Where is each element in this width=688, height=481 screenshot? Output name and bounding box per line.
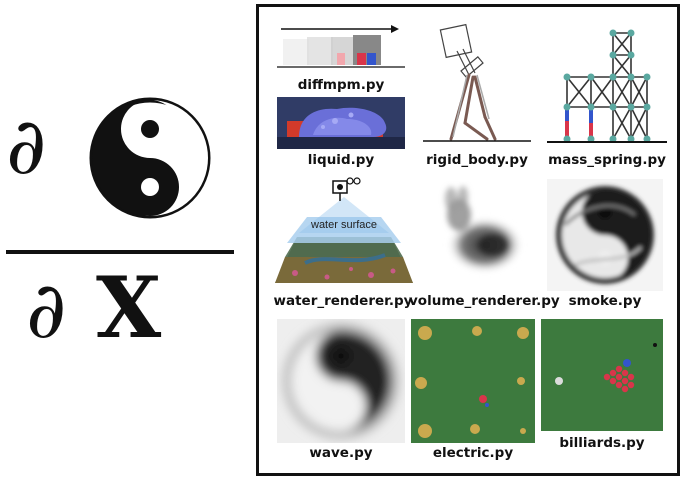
formula: ∂ ∂ X	[0, 0, 250, 481]
liquid-thumbnail	[277, 97, 405, 149]
wave-label: wave.py	[309, 445, 373, 461]
mass-spring-label: mass_spring.py	[548, 152, 666, 168]
water-renderer-label: water_renderer.py	[273, 293, 413, 309]
numerator-partial: ∂	[6, 102, 47, 192]
smoke-thumbnail	[547, 179, 663, 291]
rigid-body-label: rigid_body.py	[426, 152, 528, 168]
billiards-label: billiards.py	[559, 435, 645, 451]
mass-spring-thumbnail	[547, 23, 667, 149]
diffmpm-label: diffmpm.py	[297, 77, 385, 93]
fraction-bar	[6, 250, 234, 254]
water-renderer-thumbnail: water surface	[275, 177, 413, 289]
examples-panel: diffmpm.py liquid.py	[256, 4, 680, 476]
smoke-label: smoke.py	[568, 293, 642, 309]
billiards-thumbnail	[541, 319, 663, 431]
volume-renderer-thumbnail	[423, 181, 535, 287]
denominator-partial: ∂	[26, 266, 67, 356]
electric-thumbnail	[411, 319, 535, 443]
denominator-variable: X	[96, 258, 162, 357]
diffmpm-thumbnail	[277, 23, 405, 75]
yin-yang-icon	[89, 97, 211, 219]
electric-label: electric.py	[432, 445, 514, 461]
rigid-body-thumbnail	[423, 23, 531, 149]
wave-thumbnail	[277, 319, 405, 443]
volume-renderer-label: volume_renderer.py	[409, 293, 560, 309]
liquid-label: liquid.py	[307, 152, 375, 168]
water-surface-label: water surface	[311, 219, 378, 231]
